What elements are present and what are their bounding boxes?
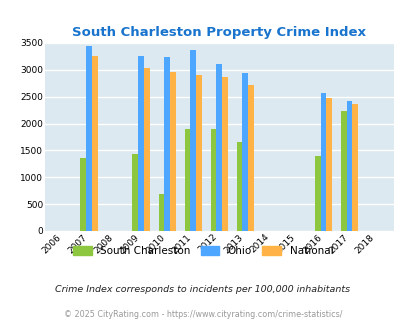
Bar <box>190 50 196 231</box>
Bar <box>144 68 149 231</box>
Bar <box>170 72 175 231</box>
Bar <box>320 93 326 231</box>
Bar <box>80 158 86 231</box>
Bar <box>86 46 92 231</box>
Text: Crime Index corresponds to incidents per 100,000 inhabitants: Crime Index corresponds to incidents per… <box>55 285 350 294</box>
Bar <box>196 75 201 231</box>
Bar <box>222 77 227 231</box>
Bar <box>340 111 346 231</box>
Bar <box>247 85 253 231</box>
Bar <box>92 56 97 231</box>
Bar <box>158 194 164 231</box>
Bar <box>314 156 320 231</box>
Bar <box>216 64 222 231</box>
Bar <box>242 73 247 231</box>
Bar <box>164 57 170 231</box>
Text: © 2025 CityRating.com - https://www.cityrating.com/crime-statistics/: © 2025 CityRating.com - https://www.city… <box>64 310 341 319</box>
Bar <box>132 154 138 231</box>
Title: South Charleston Property Crime Index: South Charleston Property Crime Index <box>72 26 365 39</box>
Bar <box>326 98 331 231</box>
Bar <box>210 129 216 231</box>
Bar <box>236 142 242 231</box>
Bar <box>184 129 190 231</box>
Bar <box>352 104 357 231</box>
Legend: South Charleston, Ohio, National: South Charleston, Ohio, National <box>72 246 333 256</box>
Bar <box>138 56 144 231</box>
Bar <box>346 101 352 231</box>
